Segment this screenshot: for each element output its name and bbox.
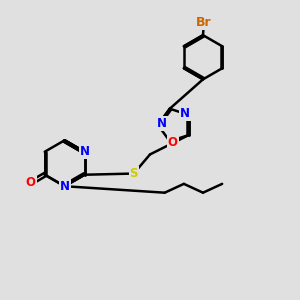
- Text: O: O: [168, 136, 178, 149]
- Text: N: N: [60, 180, 70, 193]
- Text: N: N: [80, 145, 89, 158]
- Text: S: S: [130, 167, 138, 180]
- Text: O: O: [26, 176, 36, 189]
- Text: Br: Br: [196, 16, 212, 29]
- Text: N: N: [180, 107, 190, 120]
- Text: N: N: [157, 117, 167, 130]
